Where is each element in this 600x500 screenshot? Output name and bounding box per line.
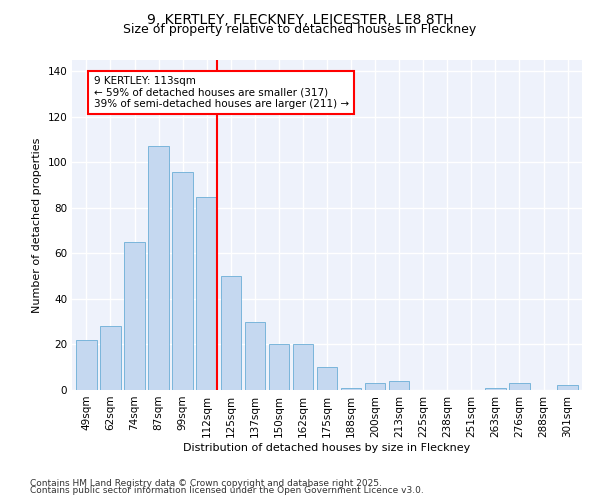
- Bar: [557, 386, 578, 390]
- Bar: [509, 383, 530, 390]
- Bar: [485, 388, 506, 390]
- Text: Contains HM Land Registry data © Crown copyright and database right 2025.: Contains HM Land Registry data © Crown c…: [30, 478, 382, 488]
- Text: 9, KERTLEY, FLECKNEY, LEICESTER, LE8 8TH: 9, KERTLEY, FLECKNEY, LEICESTER, LE8 8TH: [147, 12, 453, 26]
- Bar: [269, 344, 289, 390]
- Text: 9 KERTLEY: 113sqm
← 59% of detached houses are smaller (317)
39% of semi-detache: 9 KERTLEY: 113sqm ← 59% of detached hous…: [94, 76, 349, 109]
- Bar: [365, 383, 385, 390]
- Bar: [196, 196, 217, 390]
- Bar: [172, 172, 193, 390]
- Bar: [124, 242, 145, 390]
- Text: Size of property relative to detached houses in Fleckney: Size of property relative to detached ho…: [124, 22, 476, 36]
- Y-axis label: Number of detached properties: Number of detached properties: [32, 138, 42, 312]
- Text: Contains public sector information licensed under the Open Government Licence v3: Contains public sector information licen…: [30, 486, 424, 495]
- Bar: [389, 381, 409, 390]
- Bar: [293, 344, 313, 390]
- Bar: [317, 367, 337, 390]
- Bar: [245, 322, 265, 390]
- Bar: [148, 146, 169, 390]
- Bar: [100, 326, 121, 390]
- Bar: [76, 340, 97, 390]
- Bar: [221, 276, 241, 390]
- Bar: [341, 388, 361, 390]
- X-axis label: Distribution of detached houses by size in Fleckney: Distribution of detached houses by size …: [184, 442, 470, 452]
